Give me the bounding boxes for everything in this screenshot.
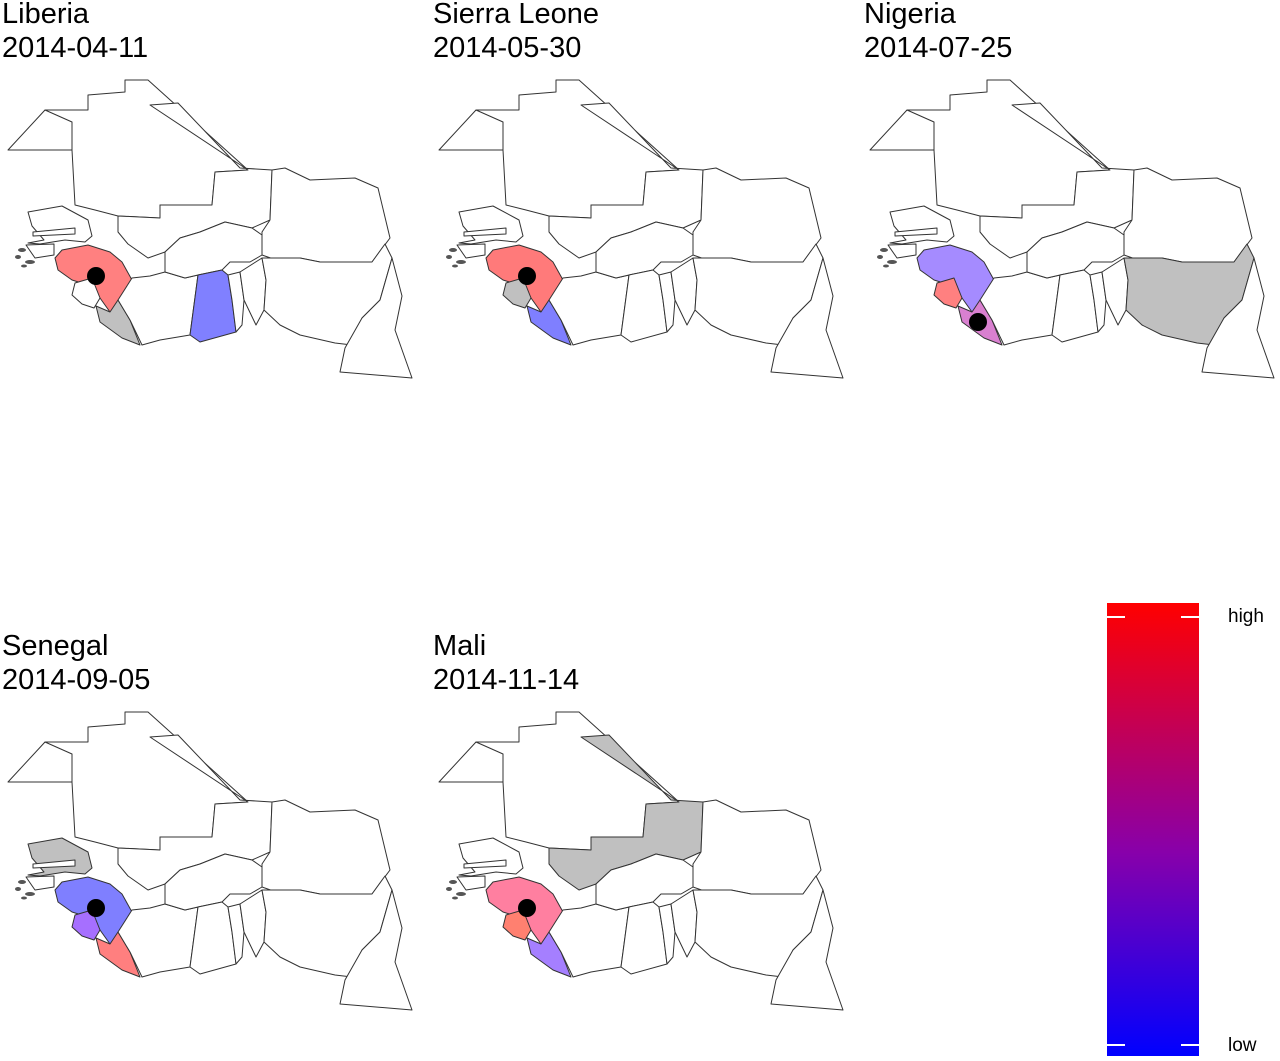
country-westernsahara: [869, 109, 935, 151]
country-liberia: [95, 931, 141, 978]
country-westernsahara: [438, 109, 504, 151]
country-niger: [1123, 167, 1253, 263]
coastal-islands: [25, 892, 35, 896]
coastal-islands: [456, 892, 466, 896]
country-cameroon: [770, 257, 844, 379]
country-guineabissau: [25, 875, 55, 891]
coastal-islands: [449, 880, 457, 884]
country-niger: [692, 799, 822, 895]
country-burkinafaso: [164, 221, 263, 279]
high-tick-right: [1181, 616, 1199, 618]
panel-title: Senegal: [2, 630, 109, 662]
panel-date: 2014-09-05: [2, 664, 151, 696]
panel-title: Mali: [433, 630, 487, 662]
country-gambia: [32, 859, 76, 869]
country-westernsahara: [7, 109, 73, 151]
panel-date: 2014-11-14: [433, 664, 580, 696]
panel-date: 2014-07-25: [864, 32, 1013, 64]
country-cameroon: [770, 889, 844, 1011]
coastal-islands: [877, 255, 883, 259]
coastal-islands: [456, 260, 466, 264]
coastal-islands: [21, 264, 27, 268]
country-niger: [692, 167, 822, 263]
color-scale-legend: high low: [1100, 600, 1280, 1061]
country-burkinafaso: [164, 853, 263, 911]
panel-title: Nigeria: [864, 0, 956, 30]
country-westernsahara: [7, 741, 73, 783]
coastal-islands: [887, 260, 897, 264]
west-africa-map: [7, 79, 413, 379]
country-benin: [1101, 257, 1129, 326]
coastal-islands: [452, 896, 458, 900]
country-sierraleone: [933, 277, 963, 309]
country-benin: [670, 889, 698, 958]
country-guineabissau: [887, 243, 917, 259]
country-guineabissau: [456, 875, 486, 891]
coastal-islands: [21, 896, 27, 900]
panel-date: 2014-04-11: [2, 32, 149, 64]
country-gambia: [463, 859, 507, 869]
coastal-islands: [883, 264, 889, 268]
country-westernsahara: [438, 741, 504, 783]
origin-marker: [969, 313, 987, 331]
coastal-islands: [15, 255, 21, 259]
country-senegal: [27, 837, 93, 877]
country-niger: [261, 167, 391, 263]
coastal-islands: [449, 248, 457, 252]
coastal-islands: [452, 264, 458, 268]
high-tick-left: [1107, 616, 1125, 618]
origin-marker: [87, 899, 105, 917]
country-senegal: [889, 205, 955, 245]
map-panel-sierra-leone: Sierra Leone 2014-05-30: [431, 0, 861, 400]
country-benin: [239, 889, 267, 958]
country-senegal: [458, 837, 524, 877]
country-guineabissau: [456, 243, 486, 259]
low-tick-left: [1107, 1044, 1125, 1046]
country-liberia: [526, 299, 572, 346]
coastal-islands: [25, 260, 35, 264]
panel-title: Liberia: [2, 0, 90, 30]
map-panel-nigeria: Nigeria 2014-07-25: [862, 0, 1280, 400]
country-gambia: [463, 227, 507, 237]
country-liberia: [95, 299, 141, 346]
country-niger: [261, 799, 391, 895]
country-senegal: [458, 205, 524, 245]
country-guineabissau: [25, 243, 55, 259]
country-gambia: [32, 227, 76, 237]
origin-marker: [87, 267, 105, 285]
country-burkinafaso: [595, 221, 694, 279]
country-cameroon: [339, 889, 413, 1011]
coastal-islands: [15, 887, 21, 891]
country-burkinafaso: [1026, 221, 1125, 279]
country-benin: [670, 257, 698, 326]
panel-date: 2014-05-30: [433, 32, 582, 64]
coastal-islands: [446, 887, 452, 891]
country-cameroon: [339, 257, 413, 379]
legend-low-label: low: [1228, 1035, 1257, 1056]
panel-title: Sierra Leone: [433, 0, 600, 30]
west-africa-map: [7, 711, 413, 1011]
map-panel-mali: Mali 2014-11-14: [431, 630, 861, 1032]
map-panel-liberia: Liberia 2014-04-11: [0, 0, 430, 400]
coastal-islands: [880, 248, 888, 252]
map-panel-senegal: Senegal 2014-09-05: [0, 630, 430, 1032]
west-africa-map: [869, 79, 1275, 379]
coastal-islands: [18, 248, 26, 252]
country-benin: [239, 257, 267, 326]
color-gradient-bar: [1107, 603, 1199, 1056]
origin-marker: [518, 267, 536, 285]
west-africa-map: [438, 711, 844, 1011]
coastal-islands: [446, 255, 452, 259]
coastal-islands: [18, 880, 26, 884]
country-cameroon: [1201, 257, 1275, 379]
low-tick-right: [1181, 1044, 1199, 1046]
country-senegal: [27, 205, 93, 245]
legend-high-label: high: [1228, 606, 1264, 627]
country-liberia: [526, 931, 572, 978]
west-africa-map: [438, 79, 844, 379]
country-burkinafaso: [595, 853, 694, 911]
origin-marker: [518, 899, 536, 917]
country-gambia: [894, 227, 938, 237]
